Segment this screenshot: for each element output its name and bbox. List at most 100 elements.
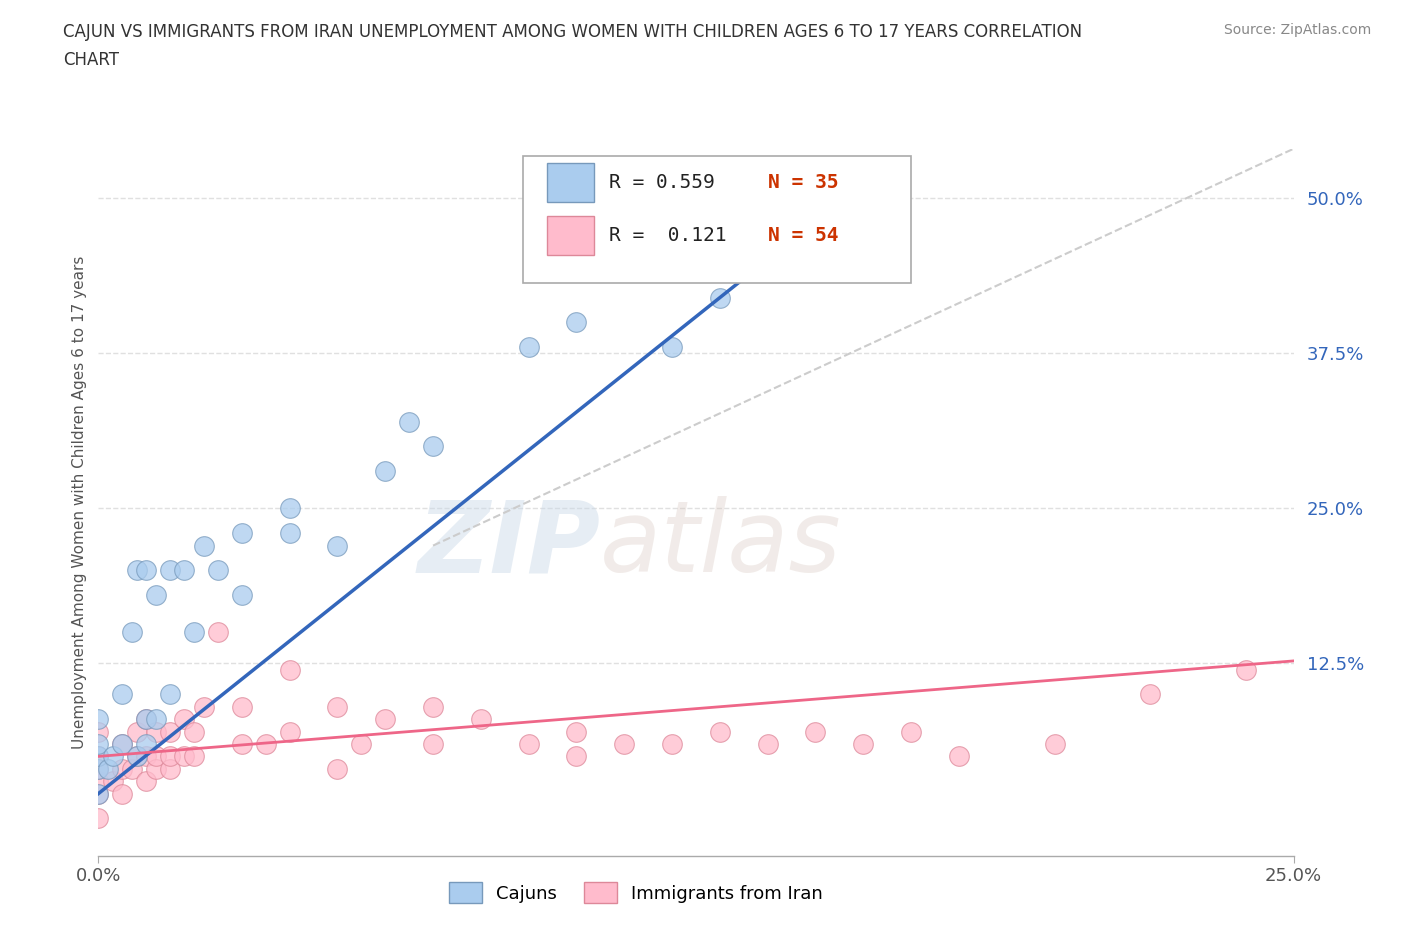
FancyBboxPatch shape (523, 156, 911, 283)
Point (422, 439, 444, 454)
Point (111, 737, 134, 751)
Point (101, 749, 124, 764)
Point (565, 315, 588, 330)
Point (121, 762, 143, 777)
Point (278, 662, 301, 677)
Point (231, 588, 253, 603)
Point (125, 749, 148, 764)
Point (398, 414, 420, 429)
Text: R =  0.121: R = 0.121 (609, 226, 727, 245)
Point (852, 737, 875, 751)
Point (97, 762, 120, 777)
Point (159, 687, 181, 702)
Point (135, 711, 157, 726)
Point (87, 774, 110, 789)
Text: ZIP: ZIP (418, 496, 600, 593)
Point (111, 786, 134, 801)
Text: Source: ZipAtlas.com: Source: ZipAtlas.com (1223, 23, 1371, 37)
Point (121, 625, 143, 640)
Point (613, 737, 636, 751)
Point (145, 762, 167, 777)
Point (709, 290, 731, 305)
Point (159, 563, 181, 578)
Text: CAJUN VS IMMIGRANTS FROM IRAN UNEMPLOYMENT AMONG WOMEN WITH CHILDREN AGES 6 TO 1: CAJUN VS IMMIGRANTS FROM IRAN UNEMPLOYME… (63, 23, 1083, 41)
Text: R = 0.559: R = 0.559 (609, 173, 714, 192)
Point (125, 563, 148, 578)
Point (135, 711, 157, 726)
Point (278, 501, 301, 516)
Point (173, 711, 195, 726)
Point (661, 737, 683, 751)
Point (374, 464, 396, 479)
Point (183, 749, 205, 764)
Point (374, 711, 396, 726)
Point (183, 724, 205, 739)
Point (87, 749, 110, 764)
Text: N = 35: N = 35 (768, 173, 838, 192)
Text: CHART: CHART (63, 51, 120, 69)
Point (87, 737, 110, 751)
Point (193, 699, 215, 714)
Point (145, 588, 167, 603)
Point (135, 749, 157, 764)
Point (135, 563, 157, 578)
Point (87, 749, 110, 764)
Point (135, 774, 157, 789)
Point (173, 749, 195, 764)
Point (1043, 737, 1066, 751)
Point (159, 762, 181, 777)
Point (145, 749, 167, 764)
FancyBboxPatch shape (547, 216, 595, 255)
Text: atlas: atlas (600, 496, 842, 593)
Point (470, 711, 492, 726)
Point (326, 762, 349, 777)
Point (231, 737, 253, 751)
Point (183, 625, 205, 640)
Point (1139, 687, 1161, 702)
Point (207, 625, 229, 640)
Point (207, 563, 229, 578)
Point (278, 724, 301, 739)
Y-axis label: Unemployment Among Women with Children Ages 6 to 17 years: Unemployment Among Women with Children A… (72, 256, 87, 749)
Point (517, 737, 540, 751)
Point (565, 724, 588, 739)
Text: N = 54: N = 54 (768, 226, 838, 245)
Point (87, 811, 110, 826)
Point (231, 699, 253, 714)
Point (231, 525, 253, 540)
Point (87, 786, 110, 801)
Point (422, 737, 444, 751)
Point (101, 774, 124, 789)
Point (135, 737, 157, 751)
Point (804, 724, 827, 739)
Point (125, 724, 148, 739)
Point (87, 786, 110, 801)
Point (900, 724, 922, 739)
Point (948, 749, 970, 764)
Point (145, 711, 167, 726)
Point (254, 737, 277, 751)
Point (756, 737, 779, 751)
FancyBboxPatch shape (547, 163, 595, 202)
Point (159, 749, 181, 764)
Point (326, 538, 349, 553)
Point (145, 724, 167, 739)
Point (111, 737, 134, 751)
Point (661, 339, 683, 354)
Point (422, 699, 444, 714)
Point (350, 737, 373, 751)
Point (125, 749, 148, 764)
Point (173, 563, 195, 578)
Point (1234, 662, 1257, 677)
Point (111, 762, 134, 777)
Point (87, 762, 110, 777)
Point (709, 724, 731, 739)
Point (87, 711, 110, 726)
Legend: Cajuns, Immigrants from Iran: Cajuns, Immigrants from Iran (443, 875, 830, 910)
Point (565, 749, 588, 764)
Point (87, 724, 110, 739)
Point (159, 724, 181, 739)
Point (278, 525, 301, 540)
Point (517, 339, 540, 354)
Point (193, 538, 215, 553)
